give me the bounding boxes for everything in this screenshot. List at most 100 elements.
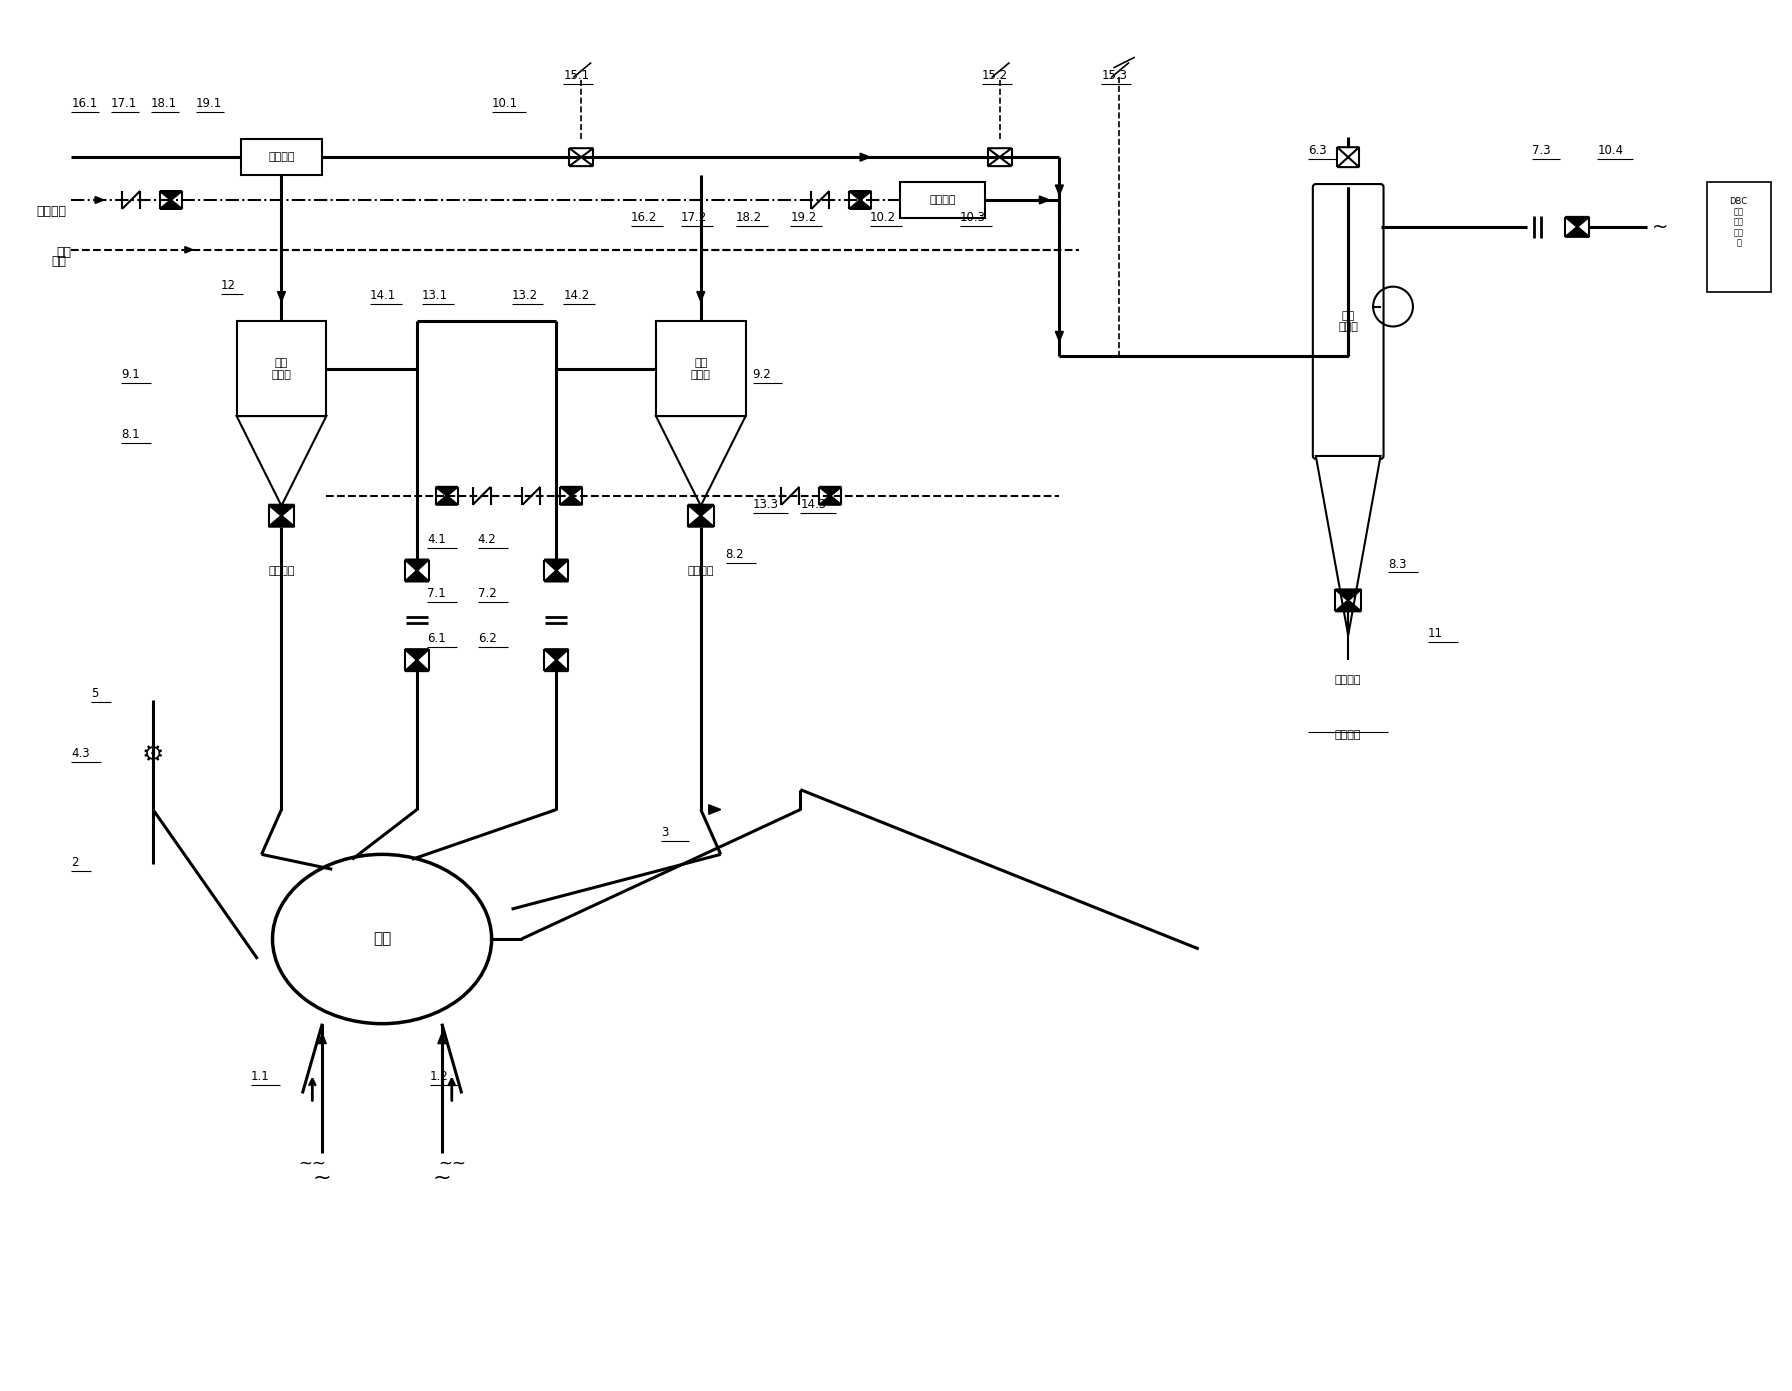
Text: 旋风
除尘器: 旋风 除尘器 <box>272 357 292 380</box>
Text: 9.1: 9.1 <box>122 369 140 381</box>
Polygon shape <box>405 559 428 570</box>
Polygon shape <box>237 416 326 506</box>
Polygon shape <box>1566 217 1590 227</box>
Text: 卸灰系统: 卸灰系统 <box>1335 675 1362 686</box>
Polygon shape <box>159 191 181 200</box>
Text: 1.2: 1.2 <box>430 1071 448 1084</box>
Text: ~~: ~~ <box>297 1155 326 1173</box>
Text: 4.2: 4.2 <box>478 533 496 545</box>
Polygon shape <box>1335 601 1362 611</box>
Text: 16.1: 16.1 <box>72 97 97 110</box>
Polygon shape <box>545 661 568 670</box>
Text: 6.1: 6.1 <box>426 632 446 645</box>
Text: 9.2: 9.2 <box>753 369 771 381</box>
Text: 氮气: 氮气 <box>56 246 72 259</box>
Text: 15.1: 15.1 <box>563 70 590 82</box>
Text: 7.2: 7.2 <box>478 587 496 601</box>
Text: 16.2: 16.2 <box>631 211 658 224</box>
Polygon shape <box>656 416 745 506</box>
Text: 4.3: 4.3 <box>72 747 90 759</box>
Text: 高压气源: 高压气源 <box>36 204 66 218</box>
Polygon shape <box>435 495 457 505</box>
Polygon shape <box>1335 590 1362 601</box>
Text: 10.4: 10.4 <box>1597 145 1624 157</box>
Text: 球节: 球节 <box>373 932 391 946</box>
Text: 5: 5 <box>91 687 99 700</box>
Text: 17.1: 17.1 <box>111 97 138 110</box>
Polygon shape <box>819 495 840 505</box>
Bar <box>656 321 745 416</box>
Text: 10.1: 10.1 <box>491 97 518 110</box>
Bar <box>1706 182 1772 292</box>
Text: 14.1: 14.1 <box>371 288 396 302</box>
Polygon shape <box>561 495 582 505</box>
Polygon shape <box>545 559 568 570</box>
Text: 10.3: 10.3 <box>961 211 986 224</box>
Polygon shape <box>1055 331 1063 341</box>
Text: 增推装置: 增推装置 <box>269 152 294 163</box>
Text: 18.2: 18.2 <box>737 211 762 224</box>
Text: 2: 2 <box>72 857 79 869</box>
Text: 卸灰系统: 卸灰系统 <box>688 566 713 576</box>
Text: 旋风
除尘器: 旋风 除尘器 <box>692 357 711 380</box>
Text: 7.1: 7.1 <box>426 587 446 601</box>
Text: 3: 3 <box>661 826 668 839</box>
Polygon shape <box>319 1034 326 1043</box>
Bar <box>900 182 984 218</box>
Polygon shape <box>570 149 593 157</box>
Polygon shape <box>1039 196 1050 204</box>
Polygon shape <box>269 516 294 527</box>
Polygon shape <box>1337 157 1358 167</box>
Polygon shape <box>987 157 1011 166</box>
Text: 11: 11 <box>1428 627 1443 640</box>
Text: 14.2: 14.2 <box>563 288 590 302</box>
Text: 8.1: 8.1 <box>122 428 140 441</box>
Polygon shape <box>688 516 713 527</box>
Polygon shape <box>860 153 871 161</box>
Polygon shape <box>185 246 194 253</box>
Text: 4.1: 4.1 <box>426 533 446 545</box>
Text: DBC
煤气
回收
控制
柜: DBC 煤气 回收 控制 柜 <box>1729 198 1747 248</box>
Polygon shape <box>95 196 104 203</box>
Polygon shape <box>849 191 871 200</box>
Text: 布袋
除尘器: 布袋 除尘器 <box>1339 310 1358 332</box>
Bar <box>240 139 323 175</box>
Text: 13.1: 13.1 <box>421 288 448 302</box>
Polygon shape <box>437 1034 446 1043</box>
Polygon shape <box>1055 185 1063 195</box>
Text: 氮气: 氮气 <box>52 255 66 267</box>
Text: ~~: ~~ <box>437 1155 466 1173</box>
Text: 13.2: 13.2 <box>511 288 538 302</box>
Polygon shape <box>405 650 428 661</box>
Polygon shape <box>435 487 457 495</box>
Text: ~: ~ <box>1652 217 1668 236</box>
Text: 13.3: 13.3 <box>753 498 778 510</box>
Text: ⚙: ⚙ <box>142 743 165 766</box>
Text: 8.3: 8.3 <box>1389 558 1407 570</box>
Text: 卸灰系统: 卸灰系统 <box>269 566 294 576</box>
Text: 1.1: 1.1 <box>251 1071 269 1084</box>
Polygon shape <box>1337 147 1358 157</box>
Polygon shape <box>688 505 713 516</box>
Polygon shape <box>278 292 285 302</box>
Text: 17.2: 17.2 <box>681 211 708 224</box>
Polygon shape <box>405 570 428 581</box>
Text: 19.2: 19.2 <box>790 211 817 224</box>
Text: ~: ~ <box>432 1168 452 1188</box>
Polygon shape <box>545 570 568 581</box>
Text: 18.1: 18.1 <box>151 97 177 110</box>
Polygon shape <box>269 505 294 516</box>
FancyBboxPatch shape <box>1314 184 1383 459</box>
Polygon shape <box>1566 227 1590 236</box>
Polygon shape <box>405 661 428 670</box>
Text: 15.3: 15.3 <box>1100 70 1127 82</box>
Text: 8.2: 8.2 <box>726 548 744 561</box>
Text: 7.3: 7.3 <box>1532 145 1552 157</box>
Text: 卸灰系统: 卸灰系统 <box>1335 730 1362 740</box>
Text: 19.1: 19.1 <box>195 97 222 110</box>
Polygon shape <box>697 292 704 302</box>
Polygon shape <box>1315 456 1380 636</box>
Polygon shape <box>545 650 568 661</box>
Text: ~: ~ <box>314 1168 332 1188</box>
Bar <box>237 321 326 416</box>
